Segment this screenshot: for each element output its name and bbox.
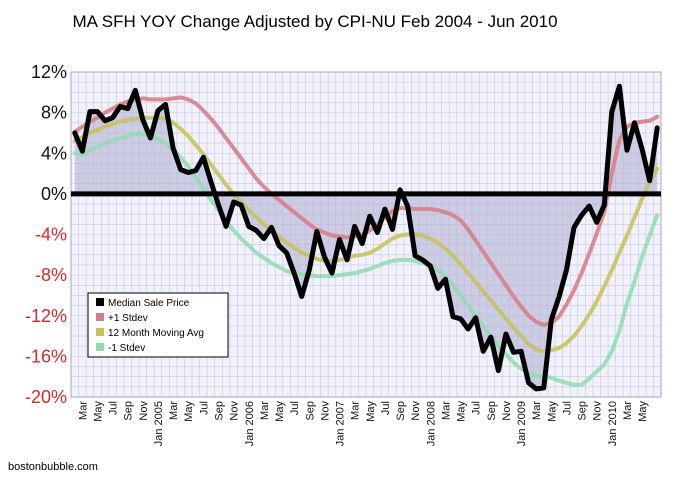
x-tick-label: Sep — [304, 401, 316, 421]
x-tick-label: Jan 2007 — [335, 401, 347, 446]
series-line-moving-avg — [72, 115, 660, 354]
y-tick-label: -4% — [35, 225, 67, 245]
series-lines — [72, 83, 660, 392]
x-tick-label: May — [183, 401, 195, 422]
x-tick-label: Sep — [214, 401, 226, 421]
x-tick-label: Mar — [259, 401, 271, 420]
x-tick-label: Nov — [501, 401, 513, 421]
x-tick-label: Jan 2008 — [425, 401, 437, 446]
legend: Median Sale Price +1 Stdev 12 Month Movi… — [87, 292, 229, 358]
x-tick-label: Jul — [198, 401, 210, 415]
x-tick-label: Mar — [531, 401, 543, 420]
area-fill — [74, 86, 658, 389]
x-tick-label: Mar — [440, 401, 452, 420]
x-tick-label: Jan 2009 — [516, 401, 528, 446]
x-tick-label: May — [637, 401, 649, 422]
x-tick-label: Mar — [350, 401, 362, 420]
x-tick-label: Sep — [123, 401, 135, 421]
y-axis-ticks: 12% 8% 4% 0% -4% -8% -12% -16% -20% — [25, 62, 67, 407]
source-footer: bostonbubble.com — [8, 461, 98, 473]
x-tick-label: May — [365, 401, 377, 422]
x-tick-label: Jul — [380, 401, 392, 415]
x-tick-label: Jan 2010 — [607, 401, 619, 446]
y-tick-label: 12% — [31, 62, 67, 82]
x-tick-label: Nov — [410, 401, 422, 421]
x-tick-label: Jul — [471, 401, 483, 415]
x-tick-label: May — [92, 401, 104, 422]
legend-label-moving-avg: 12 Month Moving Avg — [108, 328, 204, 339]
y-tick-label: -16% — [25, 346, 67, 366]
x-tick-label: Nov — [319, 401, 331, 421]
legend-label-minus-stdev: -1 Stdev — [108, 343, 145, 354]
legend-swatch-median — [96, 298, 104, 306]
x-tick-label: Mar — [77, 401, 89, 420]
series-line-median-sale-price — [72, 83, 660, 392]
x-tick-label: Nov — [229, 401, 241, 421]
x-tick-label: Nov — [592, 401, 604, 421]
x-tick-label: Jul — [561, 401, 573, 415]
y-tick-label: 4% — [41, 143, 67, 163]
x-tick-label: Sep — [577, 401, 589, 421]
x-tick-label: Mar — [622, 401, 634, 420]
legend-swatch-plus-stdev — [96, 313, 104, 321]
x-tick-label: Sep — [395, 401, 407, 421]
x-tick-label: May — [546, 401, 558, 422]
y-tick-label: -8% — [35, 265, 67, 285]
y-tick-label: 0% — [41, 184, 67, 204]
y-tick-label: -20% — [25, 387, 67, 407]
y-tick-label: 8% — [41, 103, 67, 123]
x-tick-label: Nov — [138, 401, 150, 421]
x-tick-label: Jan 2005 — [153, 401, 165, 446]
legend-swatch-minus-stdev — [96, 343, 104, 351]
x-tick-label: Sep — [486, 401, 498, 421]
x-tick-label: Jul — [108, 401, 120, 415]
y-tick-label: -12% — [25, 306, 67, 326]
legend-swatch-moving-avg — [96, 328, 104, 336]
x-tick-label: Jan 2006 — [244, 401, 256, 446]
chart-title: MA SFH YOY Change Adjusted by CPI-NU Feb… — [72, 12, 557, 31]
x-tick-label: May — [456, 401, 468, 422]
x-tick-label: Jul — [289, 401, 301, 415]
legend-label-plus-stdev: +1 Stdev — [108, 313, 148, 324]
legend-box — [87, 292, 229, 358]
x-tick-label: Mar — [168, 401, 180, 420]
legend-label-median: Median Sale Price — [108, 298, 190, 309]
plot-border — [70, 71, 662, 398]
x-axis-ticks: Mar May Jul Sep Nov Jan 2005 Mar May Jul Sep Nov Ja… — [77, 401, 649, 447]
x-tick-label: May — [274, 401, 286, 422]
